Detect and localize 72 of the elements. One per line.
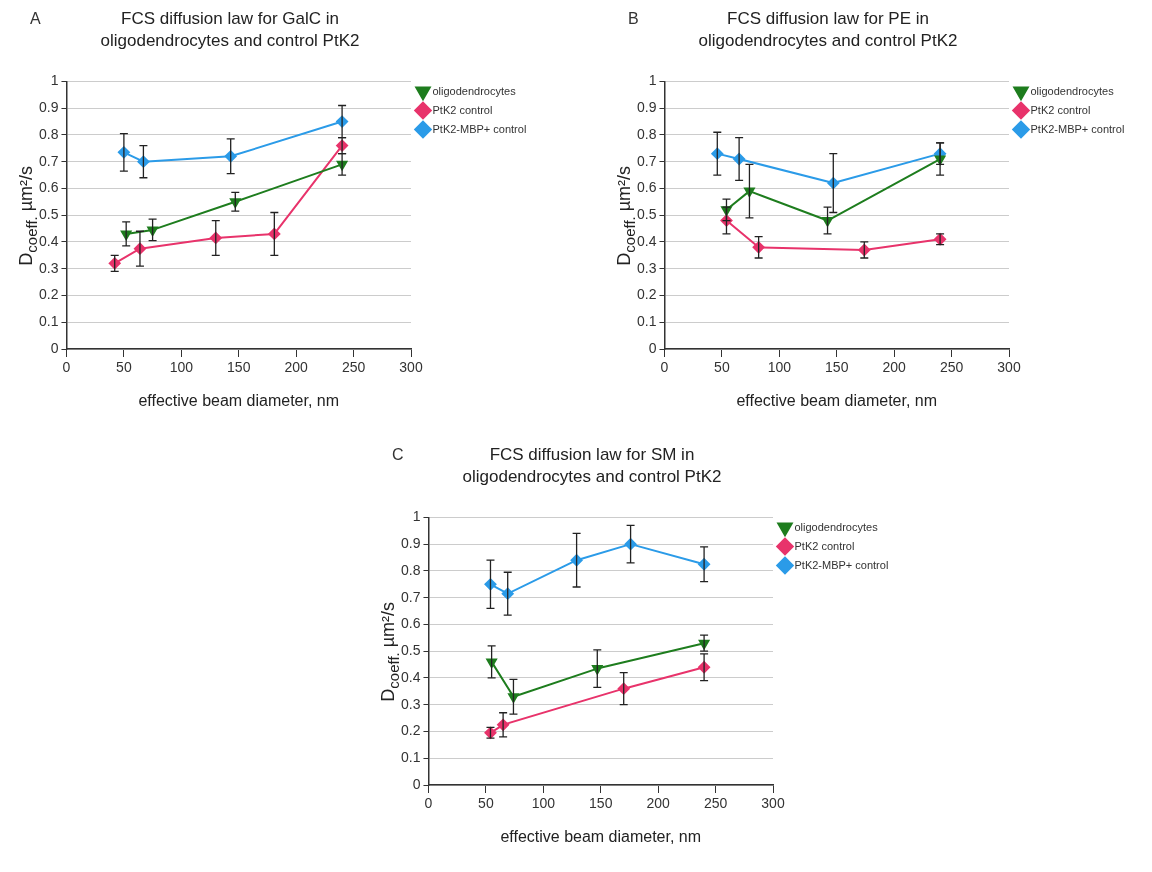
y-tick-label: 0.1: [636, 313, 657, 330]
y-tick-label: 0.6: [400, 615, 421, 632]
y-tick-label: 0.2: [636, 286, 657, 303]
y-tick-label: 0.3: [400, 695, 421, 712]
y-tick-label: 0.9: [38, 99, 59, 116]
y-tick-label: 0.5: [636, 206, 657, 223]
x-tick-label: 300: [997, 359, 1021, 376]
legend-label: PtK2 control: [432, 103, 493, 116]
legend-label: PtK2-MBP+ control: [794, 558, 889, 571]
x-axis-title: effective beam diameter, nm: [500, 827, 702, 845]
legend-label: PtK2 control: [1030, 103, 1091, 116]
x-tick-label: 100: [531, 795, 556, 812]
text: B: [628, 10, 639, 28]
x-tick-label: 100: [767, 359, 792, 376]
y-tick-label: 0.7: [400, 588, 421, 605]
y-tick-label: 0.3: [38, 259, 59, 276]
x-tick-label: 150: [825, 359, 849, 376]
y-tick-label: 0.8: [636, 125, 657, 142]
y-tick-label: 0: [648, 339, 657, 356]
y-tick-label: 0.4: [636, 232, 657, 249]
y-tick-label: 0.9: [636, 99, 657, 116]
x-tick-label: 50: [116, 359, 132, 376]
x-tick-label: 300: [761, 795, 785, 812]
legend-label: PtK2 control: [794, 539, 855, 552]
x-tick-label: 0: [424, 795, 433, 812]
y-tick-label: 0.6: [636, 179, 657, 196]
x-tick-label: 150: [227, 359, 251, 376]
y-tick-label: 0.2: [400, 722, 421, 739]
x-tick-label: 200: [284, 359, 309, 376]
legend-label: oligodendrocytes: [1030, 84, 1115, 97]
y-tick-label: 0.3: [636, 259, 657, 276]
legend-label: PtK2-MBP+ control: [1030, 122, 1125, 135]
x-tick-label: 250: [341, 359, 366, 376]
x-tick-label: 250: [703, 795, 728, 812]
x-tick-label: 150: [589, 795, 613, 812]
legend-label: oligodendrocytes: [432, 84, 517, 97]
y-tick-label: 0.8: [38, 125, 59, 142]
x-tick-label: 200: [646, 795, 671, 812]
y-tick-label: 0: [50, 339, 59, 356]
x-axis-title: effective beam diameter, nm: [138, 391, 340, 409]
x-tick-label: 50: [478, 795, 494, 812]
chart-title: FCS diffusion law for PE in oligodendrocytes and control PtK2: [697, 8, 959, 52]
x-tick-label: 0: [660, 359, 669, 376]
y-tick-label: 0: [412, 775, 421, 792]
x-tick-label: 50: [714, 359, 730, 376]
x-tick-label: 200: [882, 359, 907, 376]
y-tick-label: 0.7: [38, 152, 59, 169]
x-tick-label: 100: [169, 359, 194, 376]
y-tick-label: 0.7: [636, 152, 657, 169]
y-tick-label: 0.5: [38, 206, 59, 223]
y-tick-label: 1: [648, 72, 657, 89]
legend-label: oligodendrocytes: [794, 520, 879, 533]
y-tick-label: 0.4: [400, 668, 421, 685]
y-tick-label: 0.8: [400, 561, 421, 578]
y-tick-label: 0.1: [38, 313, 59, 330]
y-tick-label: 0.9: [400, 535, 421, 552]
x-tick-label: 0: [62, 359, 71, 376]
y-tick-label: 0.5: [400, 642, 421, 659]
x-axis-title: effective beam diameter, nm: [736, 391, 938, 409]
x-tick-label: 250: [939, 359, 964, 376]
text: A: [30, 10, 41, 28]
y-tick-label: 0.4: [38, 232, 59, 249]
y-tick-label: 1: [412, 508, 421, 525]
legend-label: PtK2-MBP+ control: [432, 122, 527, 135]
text: C: [392, 446, 404, 464]
chart-title: FCS diffusion law for SM in oligodendrocytes and control PtK2: [461, 444, 723, 488]
chart-title: FCS diffusion law for GalC in oligodendrocytes and control PtK2: [99, 8, 361, 52]
y-tick-label: 1: [50, 72, 59, 89]
y-tick-label: 0.6: [38, 179, 59, 196]
y-tick-label: 0.2: [38, 286, 59, 303]
y-tick-label: 0.1: [400, 749, 421, 766]
x-tick-label: 300: [399, 359, 423, 376]
